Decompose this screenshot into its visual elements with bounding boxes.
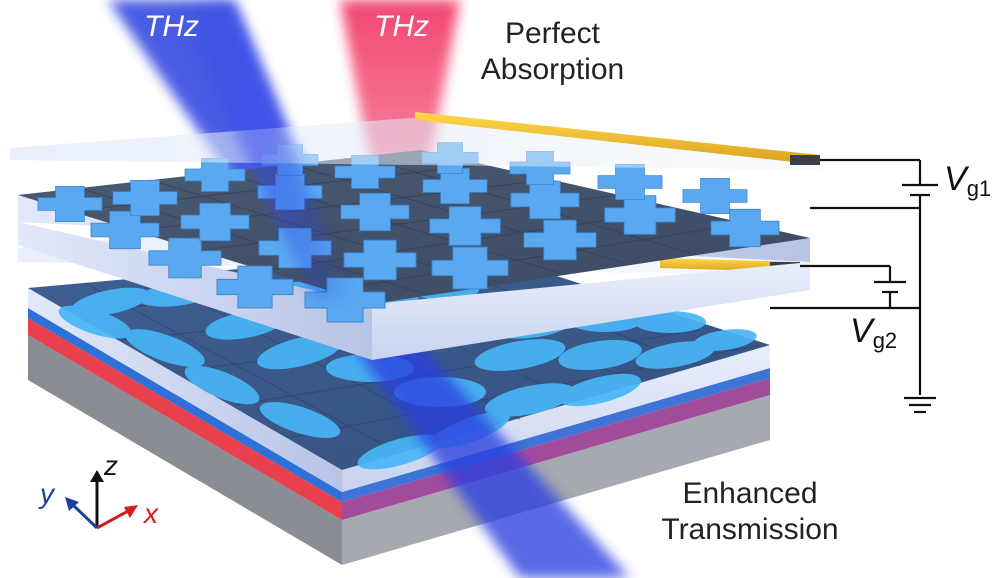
perfect-absorption-line2: Absorption — [480, 53, 625, 86]
reflected-beam-label: THz — [374, 10, 429, 43]
gate-circuit — [770, 158, 938, 414]
coordinate-axes — [65, 470, 138, 530]
gate-voltage-1-subscript: g1 — [966, 176, 992, 201]
upper-gate-electrode — [415, 112, 820, 165]
gate-voltage-2-subscript: g2 — [872, 328, 898, 353]
axis-y-label: y — [40, 478, 54, 509]
upper-device-stack — [18, 142, 810, 360]
blue-layer — [28, 308, 342, 502]
perfect-absorption-line1: Perfect — [504, 17, 601, 50]
enhanced-transmission-line1: Enhanced — [682, 477, 818, 510]
gate-voltage-2-label: Vg2 — [850, 312, 897, 354]
gate-voltage-2-symbol: V — [850, 312, 873, 350]
red-layer — [28, 318, 342, 520]
substrate-layer — [28, 335, 342, 565]
enhanced-transmission-line2: Transmission — [661, 513, 839, 546]
enhanced-transmission-label: Enhanced Transmission — [655, 476, 845, 548]
perfect-absorption-label: Perfect Absorption — [475, 16, 630, 88]
cross-resonator — [37, 185, 103, 223]
upper-gate-sheet — [10, 118, 820, 170]
axis-x-label: x — [144, 498, 158, 529]
axis-z-label: z — [104, 450, 118, 481]
incident-beam-label: THz — [144, 10, 199, 43]
gate-voltage-1-symbol: V — [944, 160, 967, 198]
transmitted-thz-beam — [320, 300, 630, 578]
gate-voltage-1-label: Vg1 — [944, 160, 991, 202]
